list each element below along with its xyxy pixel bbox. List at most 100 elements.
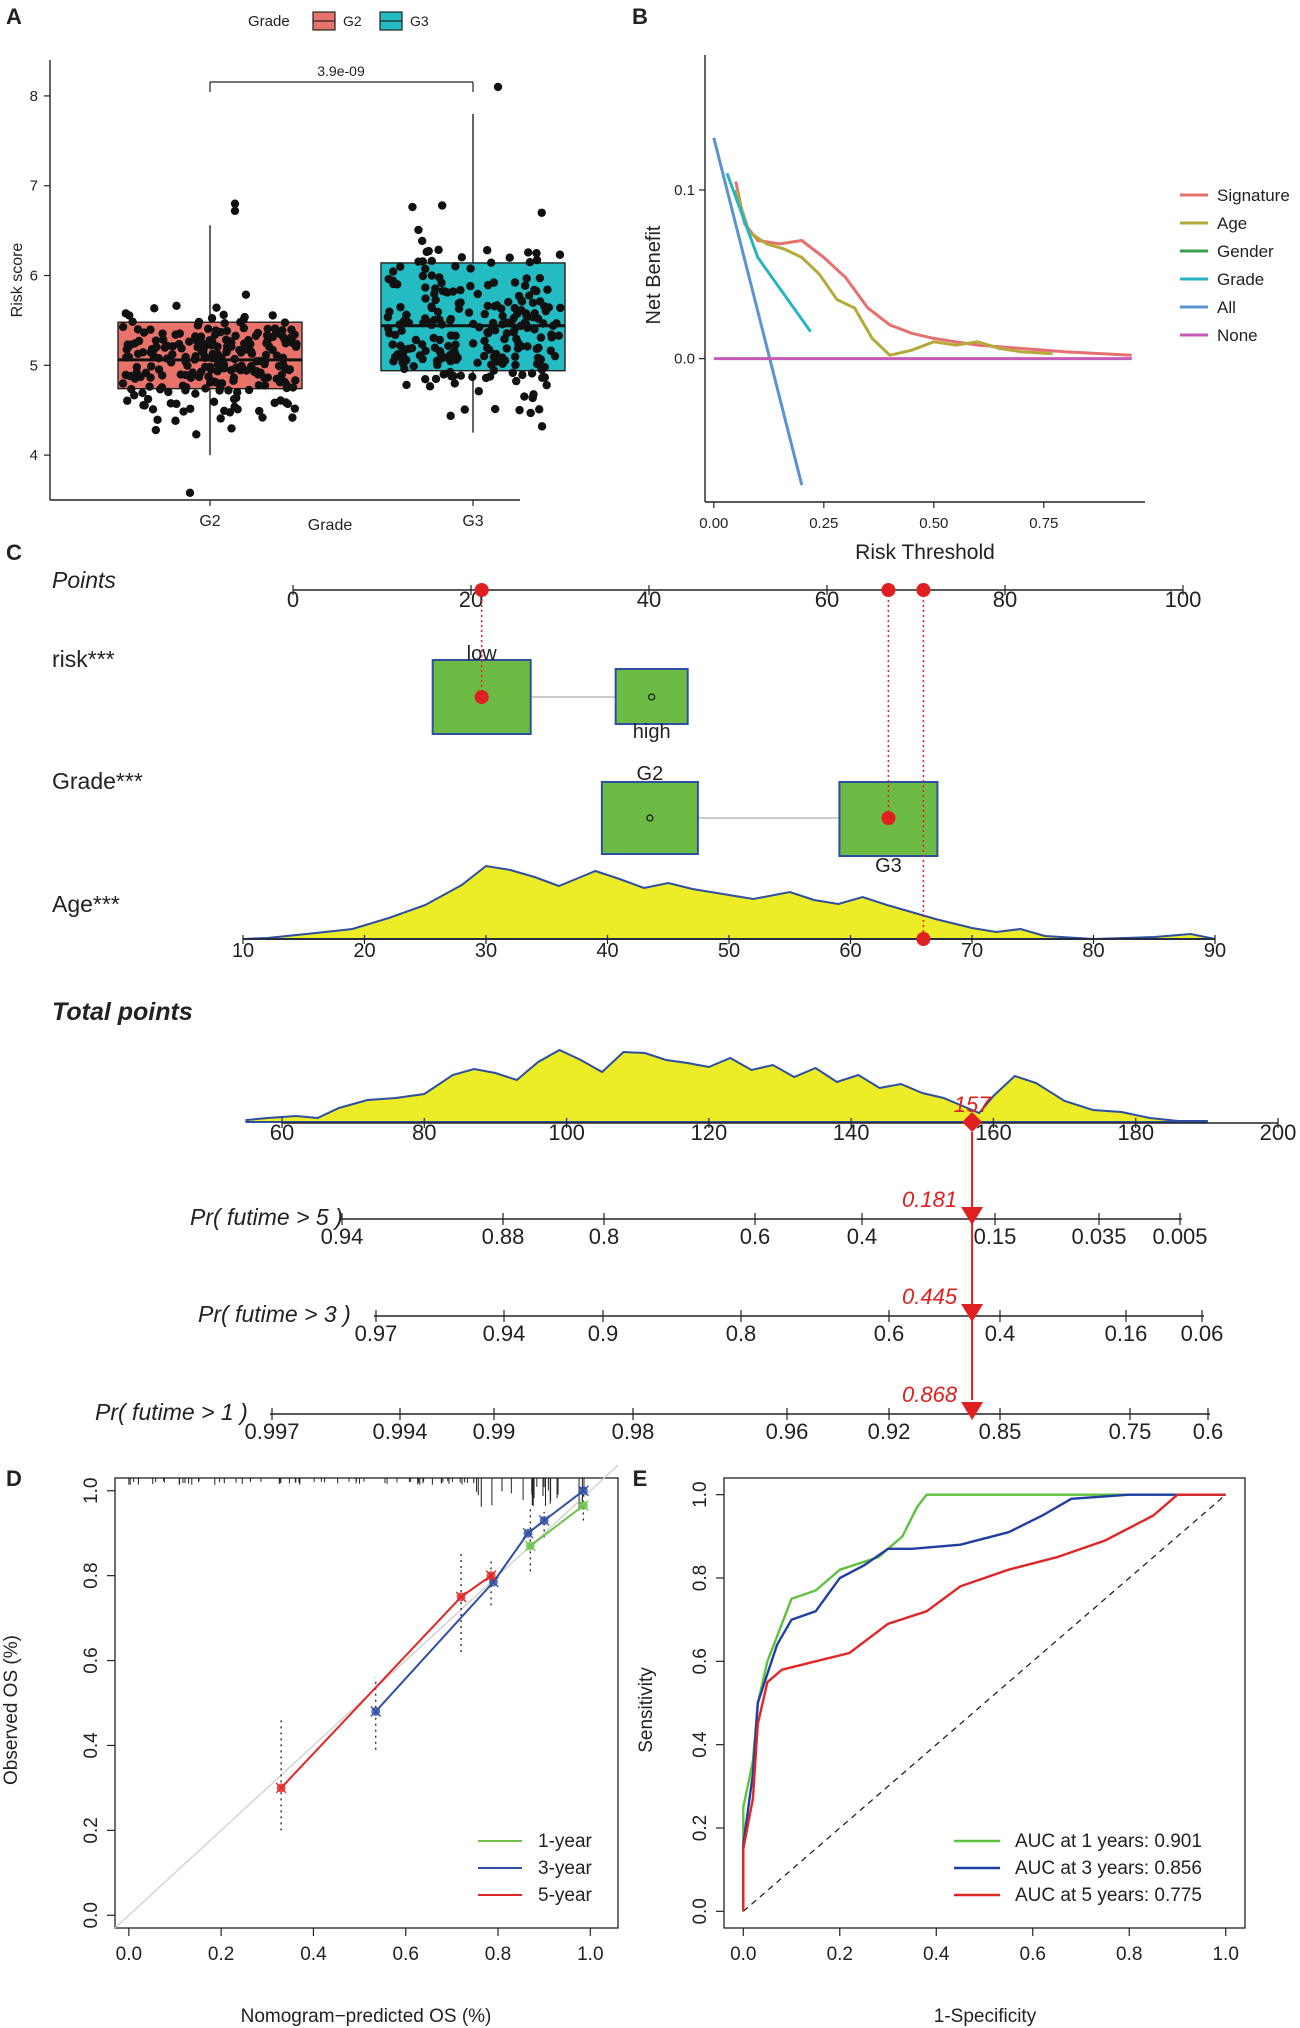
data-point	[483, 301, 492, 311]
y-axis-label-b: Net Benefit	[643, 225, 665, 324]
y-tick-label-e: 0.2	[690, 1815, 711, 1841]
grade-center-g2	[646, 814, 654, 822]
x-tick-label-e: 0.2	[827, 1944, 853, 1965]
data-point	[146, 373, 155, 382]
data-point	[532, 255, 542, 265]
data-point	[255, 406, 264, 416]
probability-tick-label: 0.97	[355, 1321, 398, 1346]
y-axis-label-a: Risk score	[9, 243, 26, 318]
probability-tick-label: 0.96	[766, 1419, 809, 1444]
data-point	[510, 303, 519, 313]
data-point	[532, 249, 541, 258]
data-point	[163, 341, 172, 351]
data-point	[411, 335, 421, 345]
y-tick-label-d: 0.4	[81, 1732, 102, 1759]
data-point	[288, 413, 297, 422]
data-point	[123, 343, 133, 352]
data-point	[143, 394, 153, 404]
age-tick-label: 70	[961, 940, 983, 962]
points-tick-label: 80	[993, 587, 1017, 612]
total-points-tick-label: 60	[270, 1120, 294, 1145]
calibration-cross	[455, 1591, 467, 1603]
data-point	[422, 247, 431, 257]
data-point	[209, 377, 218, 386]
data-point	[181, 352, 190, 362]
data-point	[417, 236, 427, 246]
data-point	[535, 273, 545, 283]
data-point	[528, 393, 537, 403]
data-point	[525, 258, 535, 267]
x-tick-label-d: 0.6	[393, 1944, 419, 1965]
data-point	[456, 285, 465, 295]
series-line-all	[712, 137, 804, 486]
data-point	[159, 335, 168, 344]
data-point	[220, 318, 229, 328]
data-point	[237, 361, 246, 371]
plot-frame-e	[723, 1477, 1246, 1929]
data-point	[433, 307, 443, 317]
data-point	[258, 413, 267, 422]
calibration-line-1-year	[529, 1504, 585, 1547]
legend-label-age: Age	[1217, 214, 1247, 233]
data-point	[176, 370, 186, 379]
data-point	[434, 245, 443, 255]
y-tick-label-a: 5	[30, 357, 38, 374]
data-point	[446, 411, 455, 421]
total-points-tick-label: 160	[975, 1120, 1012, 1145]
data-point	[220, 406, 229, 415]
age-tick-label: 30	[475, 940, 497, 962]
data-point	[389, 279, 398, 289]
data-point	[399, 359, 408, 369]
data-point	[498, 353, 507, 362]
data-point	[492, 357, 501, 366]
probability-value-2: 0.445	[902, 1284, 958, 1309]
data-point	[517, 296, 526, 305]
data-point	[451, 340, 460, 349]
data-point	[460, 405, 469, 414]
data-point	[219, 310, 228, 320]
data-point	[268, 332, 278, 342]
data-point	[418, 257, 428, 266]
data-point	[509, 313, 518, 323]
roc-curve-3	[742, 1493, 1226, 1912]
data-point	[402, 380, 411, 390]
total-points-tick-label: 200	[1260, 1120, 1297, 1145]
data-point	[525, 291, 534, 300]
data-point	[518, 370, 527, 380]
data-point	[505, 253, 514, 262]
age-tick-label: 20	[353, 940, 375, 962]
data-point	[440, 287, 450, 296]
data-point	[512, 376, 521, 386]
legend-label-gender: Gender	[1217, 242, 1274, 261]
risk-center-high	[648, 693, 656, 701]
calibration-line-3-year	[374, 1489, 585, 1713]
total-points-value: 157	[954, 1092, 991, 1117]
data-point	[288, 383, 298, 392]
data-point	[151, 336, 161, 345]
data-point	[449, 371, 458, 381]
data-point	[201, 341, 210, 350]
y-tick-label-d: 0.0	[81, 1902, 102, 1928]
data-point	[539, 319, 548, 328]
data-point	[138, 388, 147, 398]
data-point	[547, 330, 556, 339]
y-tick-label-d: 0.2	[81, 1817, 102, 1843]
data-point	[526, 408, 535, 418]
data-point	[435, 273, 444, 282]
total-points-tick-label: 80	[412, 1120, 436, 1145]
data-point	[388, 340, 397, 349]
data-point	[421, 283, 430, 292]
data-point	[542, 380, 551, 390]
y-tick-label-e: 0.6	[690, 1648, 711, 1674]
data-point	[533, 353, 543, 363]
data-point	[157, 383, 167, 392]
data-point	[166, 399, 176, 408]
probability-tick-label: 0.99	[473, 1419, 516, 1444]
data-point	[427, 303, 437, 313]
data-point	[421, 314, 430, 323]
data-point	[146, 325, 155, 334]
x-tick-label-e: 0.4	[923, 1944, 950, 1965]
grade-level-g3: G3	[875, 855, 902, 877]
data-point	[514, 338, 523, 348]
